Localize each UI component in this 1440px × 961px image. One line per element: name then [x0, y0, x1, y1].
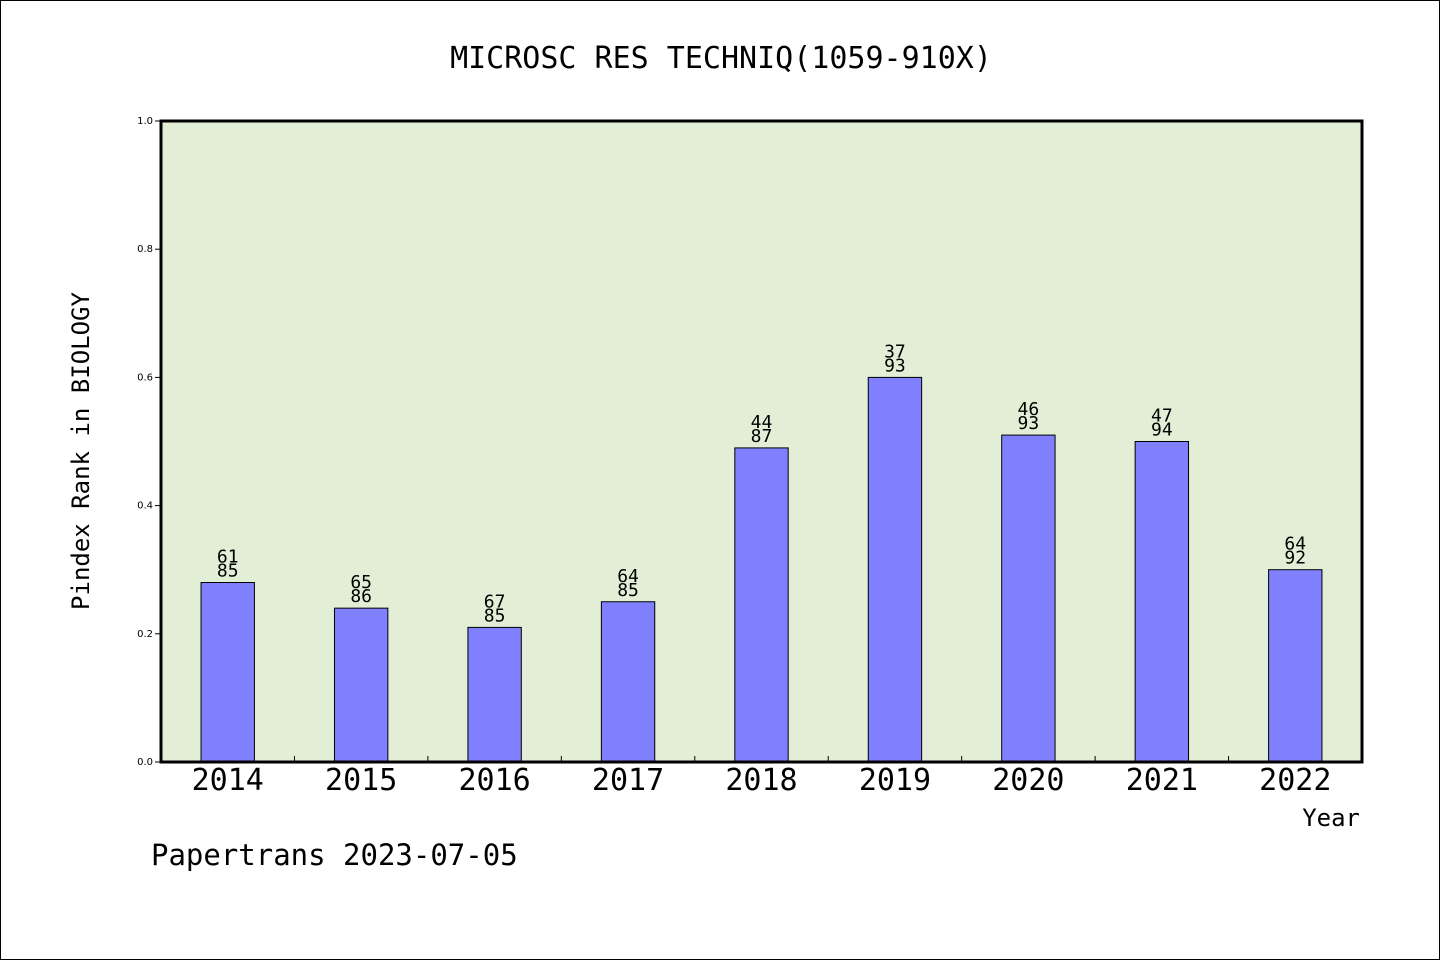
- bar-total-label: 92: [1284, 548, 1306, 569]
- x-tick-label: 2018: [725, 763, 797, 798]
- bar-rank-label: 64: [617, 566, 639, 587]
- bar-2014: [200, 582, 255, 763]
- plot-border: [159, 119, 1364, 764]
- x-tick-label: 2015: [325, 763, 397, 798]
- x-tick-label: 2022: [1259, 763, 1331, 798]
- bar-2017: [600, 601, 656, 763]
- bar-rank-label: 65: [350, 572, 372, 593]
- x-axis: 2014 2015 2016 2017 2018 2019 2020 2021 2022: [192, 756, 1331, 798]
- bar-total-label: 85: [484, 605, 506, 626]
- bar-rank-label: 67: [484, 591, 506, 612]
- x-tick-label: 2014: [192, 763, 264, 798]
- bar-total-label: 85: [617, 580, 639, 601]
- bar-rank-label: 47: [1151, 406, 1173, 427]
- bar-rank-label: 46: [1018, 399, 1040, 420]
- x-tick-label: 2019: [859, 763, 931, 798]
- y-axis: 0.0 0.2 0.4 0.6 0.8 1.0: [137, 116, 161, 768]
- bar-2019: [867, 376, 923, 763]
- bar-total-label: 86: [350, 586, 372, 607]
- bar-total-label: 85: [217, 561, 239, 582]
- bar-2018: [734, 447, 789, 763]
- x-tick-label: 2016: [458, 763, 530, 798]
- y-tick-label: 0.4: [137, 501, 153, 512]
- bar-total-label: 94: [1151, 420, 1173, 441]
- x-tick-label: 2017: [592, 763, 664, 798]
- bar-rank-label: 37: [884, 341, 906, 362]
- bar-total-label: 93: [1018, 413, 1040, 434]
- y-tick-label: 1.0: [137, 116, 153, 127]
- bar-2022: [1268, 569, 1323, 763]
- bar-2015: [333, 607, 389, 763]
- bar-total-label: 93: [884, 355, 906, 376]
- y-axis-label: Pindex Rank in BIOLOGY: [67, 292, 95, 610]
- bar-2020: [1001, 434, 1056, 763]
- chart-title: MICROSC RES TECHNIQ(1059-910X): [450, 41, 992, 76]
- bars: [200, 376, 1323, 763]
- y-tick-label: 0.2: [137, 629, 153, 640]
- footer-watermark: Papertrans 2023-07-05: [151, 838, 518, 872]
- bar-rank-label: 61: [217, 547, 239, 568]
- y-tick-label: 0.8: [137, 244, 153, 255]
- bar-rank-label: 44: [751, 412, 773, 433]
- bar-2021: [1134, 441, 1190, 763]
- y-tick-label: 0.0: [137, 757, 153, 768]
- bar-total-label: 87: [751, 426, 773, 447]
- y-tick-label: 0.6: [137, 372, 153, 383]
- x-tick-label: 2020: [992, 763, 1064, 798]
- bar-2016: [467, 626, 522, 763]
- bar-rank-label: 64: [1284, 534, 1306, 555]
- x-axis-label: Year: [1302, 804, 1360, 832]
- x-tick-label: 2021: [1126, 763, 1198, 798]
